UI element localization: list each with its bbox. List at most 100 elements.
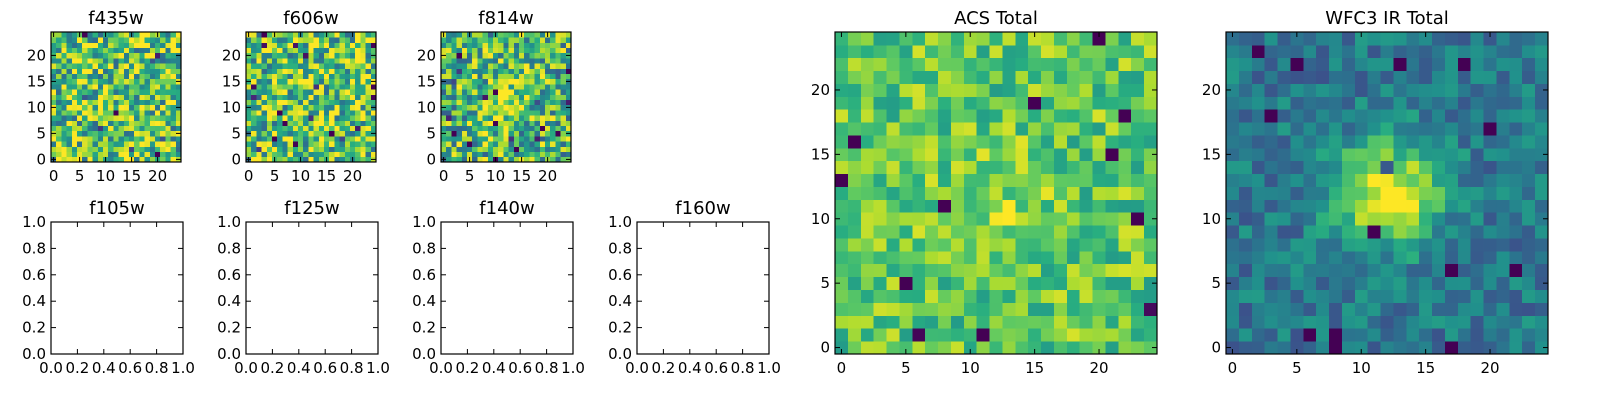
heatmap-cell bbox=[1053, 186, 1068, 200]
heatmap-cell bbox=[487, 42, 494, 48]
heatmap-cell bbox=[160, 151, 166, 158]
heatmap-cell bbox=[1329, 341, 1343, 355]
y-tick-label: 0 bbox=[36, 150, 46, 168]
heatmap-cell bbox=[1316, 289, 1330, 303]
heatmap-cell bbox=[519, 42, 525, 48]
heatmap-cell bbox=[1316, 315, 1330, 329]
x-tick-label: 0.2 bbox=[260, 359, 284, 377]
heatmap-cell bbox=[1483, 328, 1497, 342]
heatmap-cell bbox=[1002, 289, 1016, 303]
heatmap-cell bbox=[77, 99, 83, 106]
heatmap-cell bbox=[835, 225, 849, 239]
y-tick-label: 0.2 bbox=[608, 319, 632, 337]
heatmap-cell bbox=[365, 130, 372, 137]
heatmap-cell bbox=[329, 47, 335, 54]
heatmap-cell bbox=[560, 37, 567, 43]
heatmap-cell bbox=[1226, 109, 1240, 123]
heatmap-cell bbox=[1092, 109, 1106, 123]
heatmap-cell bbox=[256, 110, 262, 116]
heatmap-cell bbox=[950, 315, 965, 329]
heatmap-cell bbox=[287, 110, 294, 116]
heatmap-cell bbox=[1277, 289, 1291, 303]
heatmap-cell bbox=[282, 156, 288, 163]
heatmap-cell bbox=[103, 141, 109, 147]
heatmap-cell bbox=[529, 156, 535, 163]
heatmap-cell bbox=[503, 68, 509, 74]
heatmap-cell bbox=[1380, 147, 1394, 162]
heatmap-cell bbox=[134, 125, 140, 132]
heatmap-cell bbox=[103, 125, 109, 132]
heatmap-cell bbox=[899, 96, 913, 110]
heatmap-cell bbox=[539, 156, 546, 163]
heatmap-cell bbox=[912, 44, 926, 59]
heatmap-cell bbox=[1354, 199, 1369, 213]
heatmap-cell bbox=[149, 78, 156, 85]
heatmap-cell bbox=[461, 58, 468, 64]
heatmap-cell bbox=[355, 104, 361, 111]
heatmap-cell bbox=[1509, 186, 1523, 200]
heatmap-cell bbox=[308, 110, 314, 116]
heatmap-cell bbox=[508, 130, 515, 137]
heatmap-cell bbox=[370, 47, 377, 54]
heatmap-cell bbox=[334, 99, 340, 106]
heatmap-cell bbox=[1066, 238, 1081, 252]
heatmap-cell bbox=[498, 94, 504, 100]
heatmap-cell bbox=[82, 32, 88, 38]
heatmap-cell bbox=[251, 32, 257, 38]
heatmap-cell bbox=[446, 63, 452, 69]
heatmap-cell bbox=[1290, 122, 1304, 136]
heatmap-cell bbox=[1105, 315, 1119, 329]
heatmap-cell bbox=[938, 44, 952, 59]
heatmap-cell bbox=[1329, 96, 1343, 110]
heatmap-cell bbox=[539, 37, 546, 43]
heatmap-cell bbox=[1015, 289, 1029, 303]
heatmap-cell bbox=[1041, 238, 1055, 252]
heatmap-cell bbox=[976, 147, 990, 162]
heatmap-cell bbox=[170, 58, 177, 64]
heatmap-cell bbox=[334, 52, 340, 59]
heatmap-cell bbox=[1053, 263, 1068, 278]
heatmap-cell bbox=[1066, 276, 1081, 290]
heatmap-cell bbox=[456, 99, 463, 106]
heatmap-cell bbox=[165, 141, 171, 147]
heatmap-cell bbox=[355, 125, 361, 132]
heatmap-cell bbox=[1079, 135, 1093, 149]
heatmap-cell bbox=[1131, 70, 1145, 84]
heatmap-cell bbox=[451, 151, 457, 158]
heatmap-cell bbox=[860, 160, 875, 175]
heatmap-cell bbox=[456, 156, 463, 163]
heatmap-cell bbox=[1444, 122, 1459, 136]
heatmap-cell bbox=[1457, 315, 1472, 329]
heatmap-cell bbox=[441, 151, 447, 158]
heatmap-cell bbox=[1509, 328, 1523, 342]
heatmap-cell bbox=[938, 96, 952, 110]
heatmap-cell bbox=[1238, 57, 1253, 72]
heatmap-cell bbox=[350, 37, 356, 43]
heatmap-cell bbox=[1483, 160, 1497, 175]
heatmap-cell bbox=[1238, 135, 1253, 149]
heatmap-cell bbox=[1444, 96, 1459, 110]
heatmap-cell bbox=[318, 156, 325, 163]
heatmap-cell bbox=[339, 78, 346, 85]
heatmap-cell bbox=[97, 58, 104, 64]
heatmap-cell bbox=[477, 78, 483, 85]
x-tick-label: 0 bbox=[837, 359, 847, 377]
heatmap-cell bbox=[482, 32, 489, 38]
heatmap-cell bbox=[61, 94, 67, 100]
heatmap-cell bbox=[165, 58, 171, 64]
heatmap-cell bbox=[1041, 341, 1055, 355]
heatmap-cell bbox=[467, 125, 473, 132]
heatmap-cell bbox=[329, 42, 335, 48]
heatmap-cell bbox=[1105, 135, 1119, 149]
heatmap-cell bbox=[61, 141, 67, 147]
heatmap-cell bbox=[324, 63, 330, 69]
heatmap-cell bbox=[134, 130, 140, 137]
heatmap-cell bbox=[451, 84, 457, 90]
heatmap-cell bbox=[277, 115, 283, 121]
heatmap-cell bbox=[461, 136, 468, 142]
heatmap-cell bbox=[355, 42, 361, 48]
heatmap-cell bbox=[529, 89, 535, 95]
heatmap-cell bbox=[365, 58, 372, 64]
heatmap-cell bbox=[1419, 160, 1433, 175]
heatmap-cell bbox=[498, 68, 504, 74]
